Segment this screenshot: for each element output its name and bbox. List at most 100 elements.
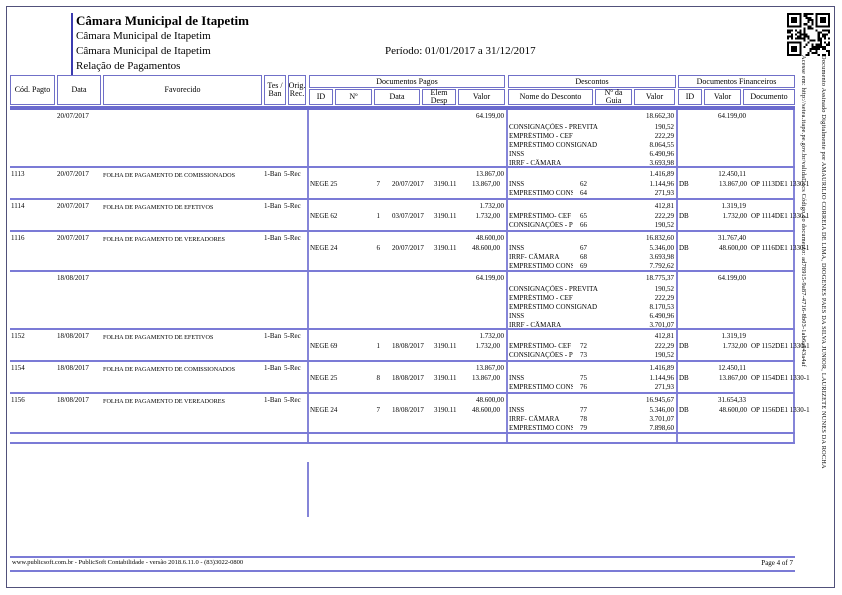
col-header-desconto-valor: Valor [634,89,675,105]
fin-documento: OP 1154DE1 1330-1 [751,374,810,382]
fin-documento: OP 1116DE1 1330-1 [751,244,810,252]
doc-data: 18/08/2017 [392,374,424,382]
desconto-guia: 79 [580,424,587,432]
fin-liquido: 12.450,11 [718,364,746,372]
summary-pagos-valor: 64.199,00 [476,112,504,120]
descontos-total: 16.945,67 [646,396,674,404]
desconto-nome: IRRF- CÂMARA [509,253,560,261]
report-period: Período: 01/01/2017 a 31/12/2017 [385,45,536,57]
desconto-valor: 6.490,96 [649,150,675,158]
col-header-pagos-numero: Nº [335,89,372,105]
documento-pago-line: NEGE 25 8 18/08/2017 3190.11 13.867,00 [310,374,504,383]
summary-date: 20/07/2017 [57,112,89,120]
descontos-total: 412,81 [654,332,674,340]
fin-id: DB [679,374,689,382]
desconto-line: EMPRÉSTIMO- CEF 72 222,29 [509,342,675,351]
desconto-line: EMPRÉSTIMO - CEF 222,29 [509,132,675,141]
doc-elem-desp: 3190.11 [434,244,457,252]
desconto-valor: 1.144,96 [649,374,675,382]
desconto-nome: EMPRÉSTIMO CONSIGNAD [509,141,598,149]
desconto-guia: 67 [580,244,587,252]
desconto-nome: INSS [509,244,525,252]
desconto-valor: 3.693,98 [649,159,675,167]
tes-ban: 1-Ban [264,170,282,178]
pagos-valor: 13.867,00 [476,364,504,372]
summary-descontos-list: CONSIGNAÇÕES - PREVITA 190,52 EMPRÉSTIMO… [509,123,675,168]
pagos-valor: 1.732,00 [479,202,505,210]
documento-financeiro-line: DB 1.732,00 OP 1152DE1 1330-1 [679,342,813,351]
desconto-guia: 62 [580,180,587,188]
desconto-nome: CONSIGNAÇÕES - PREV [509,351,573,359]
tes-ban: 1-Ban [264,396,282,404]
doc-valor: 13.867,00 [472,180,500,188]
doc-elem-desp: 3190.11 [434,374,457,382]
footer-divider-bottom [10,570,795,572]
footer-software-info: www.publicsoft.com.br - PublicSoft Conta… [12,559,244,566]
tes-ban: 1-Ban [264,364,282,372]
desconto-line: IRRF - CÂMARA 3.701,07 [509,321,675,330]
data-pagto: 18/08/2017 [57,396,89,404]
desconto-line: CONSIGNAÇÕES - PREVITA 190,52 [509,123,675,132]
documento-pago-line: NEGE 25 7 20/07/2017 3190.11 13.867,00 [310,180,504,189]
descontos-list: INSS 62 1.144,96 EMPRESTIMO CONSIGN 64 2… [509,180,675,198]
desconto-valor: 222,29 [654,132,674,140]
doc-elem-desp: 3190.11 [434,212,457,220]
payment-row-1154: 1154 18/08/2017 FOLHA DE PAGAMENTO DE CO… [10,362,810,394]
documento-financeiro-line: DB 48.600,00 OP 1116DE1 1330-1 [679,244,813,253]
payment-row-1152: 1152 18/08/2017 FOLHA DE PAGAMENTO DE EF… [10,330,810,362]
descontos-list: INSS 77 5.346,00 IRRF- CÂMARA 78 3.701,0… [509,406,675,433]
orig-rec: 5-Rec [284,396,301,404]
cod-pagto: 1152 [11,332,25,340]
desconto-nome: IRRF- CÂMARA [509,415,560,423]
documento-pago-line: NEGE 62 1 03/07/2017 3190.11 1.732,00 [310,212,504,221]
fin-liquido: 1.319,19 [721,202,747,210]
pagos-valor: 13.867,00 [476,170,504,178]
desconto-valor: 7.792,62 [649,262,675,270]
desconto-nome: INSS [509,374,525,382]
col-header-elem-desp: Elem Desp [422,89,456,105]
orig-rec: 5-Rec [284,234,301,242]
descontos-list: EMPRÉSTIMO- CEF 72 222,29 CONSIGNAÇÕES -… [509,342,675,360]
col-header-pagos-data: Data [374,89,420,105]
desconto-line: CONSIGNAÇÕES - PREV 73 190,52 [509,351,675,360]
col-header-tes-ban: Tes / Ban [264,75,286,105]
documento-financeiro-line: DB 1.732,00 OP 1114DE1 1330-1 [679,212,813,221]
desconto-line: INSS 67 5.346,00 [509,244,675,253]
data-pagto: 18/08/2017 [57,364,89,372]
doc-data: 20/07/2017 [392,244,424,252]
fin-documento: OP 1152DE1 1330-1 [751,342,810,350]
doc-id: NEGE 25 [310,180,338,188]
documento-pago-line: NEGE 24 7 18/08/2017 3190.11 48.600,00 [310,406,504,415]
desconto-nome: CONSIGNAÇÕES - PREV [509,221,573,229]
desconto-line: INSS 62 1.144,96 [509,180,675,189]
tes-ban: 1-Ban [264,234,282,242]
doc-numero: 7 [376,180,381,188]
desconto-valor: 7.898,60 [649,424,675,432]
column-divider [793,110,795,444]
desconto-line: EMPRÉSTIMO - CEF 222,29 [509,294,675,303]
data-pagto: 18/08/2017 [57,332,89,340]
header-subtitle-1: Câmara Municipal de Itapetim [76,30,211,42]
data-pagto: 20/07/2017 [57,202,89,210]
page-title: Câmara Municipal de Itapetim [76,13,249,28]
desconto-nome: CONSIGNAÇÕES - PREVITA [509,285,598,293]
doc-valor: 1.732,00 [475,212,501,220]
fin-valor: 13.867,00 [719,180,747,188]
documento-financeiro-line: DB 48.600,00 OP 1156DE1 1330-1 [679,406,813,415]
descontos-total: 1.416,89 [649,170,675,178]
fin-id: DB [679,180,689,188]
desconto-line: EMPRÉSTIMO CONSIGNAD 8.064,55 [509,141,675,150]
desconto-guia: 64 [580,189,587,197]
desconto-nome: EMPRESTIMO CONSIGN [509,189,573,197]
fin-id: DB [679,406,689,414]
desconto-line: CONSIGNAÇÕES - PREVITA 190,52 [509,285,675,294]
desconto-valor: 6.490,96 [649,312,675,320]
desconto-guia: 68 [580,253,587,261]
doc-id: NEGE 25 [310,374,338,382]
digital-signature-text: Documento Assinado Digitalmente por AMAU… [820,55,827,469]
table-body: 20/07/2017 64.199,00 18.662,30 64.199,00… [10,110,810,444]
doc-elem-desp: 3190.11 [434,342,457,350]
fin-id: DB [679,212,689,220]
desconto-valor: 271,93 [654,189,674,197]
